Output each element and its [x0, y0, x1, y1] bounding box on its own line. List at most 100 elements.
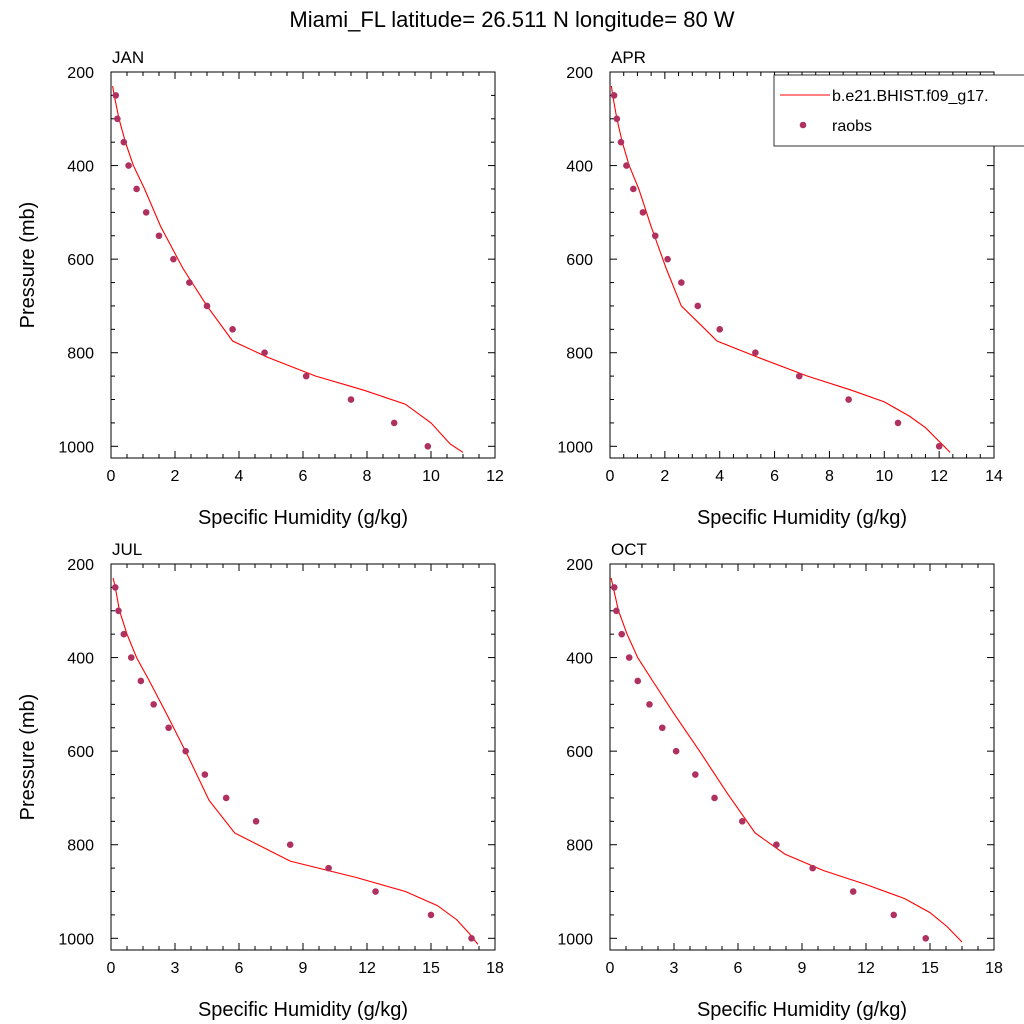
oct-obs-point: [672, 747, 680, 755]
jan-plot-frame: [110, 71, 496, 459]
apr-y-tick-label: 200: [566, 65, 593, 82]
jul-obs-point: [111, 584, 119, 591]
jan-x-tick-label: 12: [486, 468, 504, 485]
apr-x-tick-label: 4: [715, 468, 724, 485]
oct-x-tick-label: 6: [734, 960, 743, 977]
jul-plot-frame: [110, 563, 496, 951]
jul-y-tick-label: 800: [67, 838, 94, 855]
apr-obs-point: [795, 372, 803, 380]
oct-y-tick-label: 800: [566, 838, 593, 855]
oct-obs-point: [809, 864, 816, 872]
apr-x-axis-label: Specific Humidity (g/kg): [697, 507, 907, 529]
jan-model-line: [112, 85, 464, 453]
panel-apr: 0 2 4 6 8 10 12 14 200 400 600 800 1000 APR Specific H…: [557, 48, 1003, 529]
apr-x-tick-label: 12: [930, 468, 948, 485]
apr-obs-point: [613, 115, 621, 123]
oct-y-tick-label: 600: [566, 744, 593, 761]
jan-x-tick-label: 10: [422, 468, 440, 485]
oct-obs-point: [610, 584, 618, 591]
oct-obs-point: [613, 607, 620, 615]
jan-y-tick-label: 400: [67, 159, 94, 176]
apr-obs-point: [694, 302, 702, 310]
oct-obs-point: [692, 771, 699, 778]
apr-obs-point: [716, 326, 724, 333]
legend-obs-label: raobs: [832, 118, 872, 135]
apr-obs-point: [639, 209, 647, 216]
jul-obs-point: [427, 911, 435, 919]
jan-obs-point: [120, 138, 128, 146]
jan-x-axis-label: Specific Humidity (g/kg): [198, 507, 408, 529]
figure-title: Miami_FL latitude= 26.511 N longitude= 8…: [289, 7, 734, 32]
apr-obs-point: [845, 396, 852, 403]
jan-obs-point: [142, 209, 150, 216]
jan-y-tick-label: 800: [67, 346, 94, 363]
oct-model-line: [610, 577, 963, 943]
jul-obs-point: [127, 654, 135, 661]
jan-obs-point: [261, 349, 268, 357]
panel-jul: 0 3 6 9 12 15 18 200 400 600 800 1000 JUL Specific Hu…: [17, 540, 504, 1021]
apr-x-tick-label: 6: [770, 468, 779, 485]
jul-x-tick-label: 12: [358, 960, 376, 977]
apr-x-tick-label: 8: [825, 468, 834, 485]
oct-panel-label: OCT: [611, 540, 647, 559]
jan-obs-point: [347, 396, 355, 403]
oct-obs-point: [738, 818, 746, 825]
apr-obs-point: [678, 279, 685, 286]
legend-box: [773, 74, 1024, 147]
oct-obs-point: [634, 677, 642, 685]
oct-obs-point: [625, 654, 633, 661]
apr-x-tick-label: 10: [875, 468, 893, 485]
jul-obs-point: [468, 935, 475, 942]
jul-obs-point: [165, 724, 172, 732]
jan-obs-point: [390, 419, 398, 427]
apr-obs-point: [617, 138, 625, 146]
apr-obs-point: [752, 349, 759, 357]
jul-obs-point: [372, 888, 379, 895]
oct-obs-point: [849, 888, 857, 895]
jan-obs-point: [302, 372, 310, 380]
apr-y-tick-label: 800: [566, 346, 593, 363]
jul-y-tick-label: 400: [67, 651, 94, 668]
jan-obs-point: [114, 115, 121, 123]
oct-y-tick-label: 1000: [557, 931, 593, 948]
legend-model-label: b.e21.BHIST.f09_g17.: [832, 88, 989, 105]
jul-y-tick-label: 200: [67, 557, 94, 574]
jan-y-axis-label: Pressure (mb): [17, 202, 39, 329]
apr-obs-point: [651, 232, 659, 240]
jul-obs-point: [150, 701, 157, 708]
oct-y-tick-label: 400: [566, 651, 593, 668]
oct-x-axis-label: Specific Humidity (g/kg): [697, 999, 907, 1021]
oct-x-tick-label: 15: [921, 960, 939, 977]
jul-obs-point: [120, 630, 128, 638]
jul-x-tick-label: 18: [486, 960, 504, 977]
jul-obs-point: [286, 841, 294, 849]
jan-obs-point: [133, 185, 140, 193]
jan-obs-point: [170, 255, 177, 263]
jul-x-axis-label: Specific Humidity (g/kg): [198, 999, 408, 1021]
jan-y-tick-label: 200: [67, 65, 94, 82]
oct-obs-point: [646, 701, 653, 708]
jan-x-tick-label: 8: [363, 468, 372, 485]
panel-oct: 0 3 6 9 12 15 18 200 400 600 800 1000 OCT Specific Hu…: [557, 540, 1003, 1021]
jul-y-tick-label: 1000: [58, 931, 94, 948]
legend-obs-marker: [799, 121, 807, 129]
apr-x-tick-label: 2: [660, 468, 669, 485]
jan-obs-point: [125, 162, 132, 169]
jan-x-tick-label: 2: [171, 468, 180, 485]
jul-y-axis-label: Pressure (mb): [17, 694, 39, 821]
oct-x-tick-label: 12: [857, 960, 875, 977]
apr-model-line: [610, 85, 951, 453]
panel-jan: 0 2 4 6 8 10 12 200 400 600 800 1000 JAN Specific Hum…: [17, 48, 504, 529]
jan-y-tick-label: 600: [67, 252, 94, 269]
legend: b.e21.BHIST.f09_g17. raobs: [773, 74, 1024, 147]
oct-x-tick-label: 3: [670, 960, 679, 977]
apr-panel-label: APR: [611, 48, 646, 67]
jul-obs-point: [222, 794, 230, 802]
apr-obs-point: [935, 443, 943, 450]
oct-obs-point: [922, 935, 930, 942]
apr-obs-point: [630, 185, 637, 193]
jan-y-tick-label: 1000: [58, 439, 94, 456]
jul-model-line: [112, 577, 479, 945]
jul-x-tick-label: 15: [422, 960, 440, 977]
